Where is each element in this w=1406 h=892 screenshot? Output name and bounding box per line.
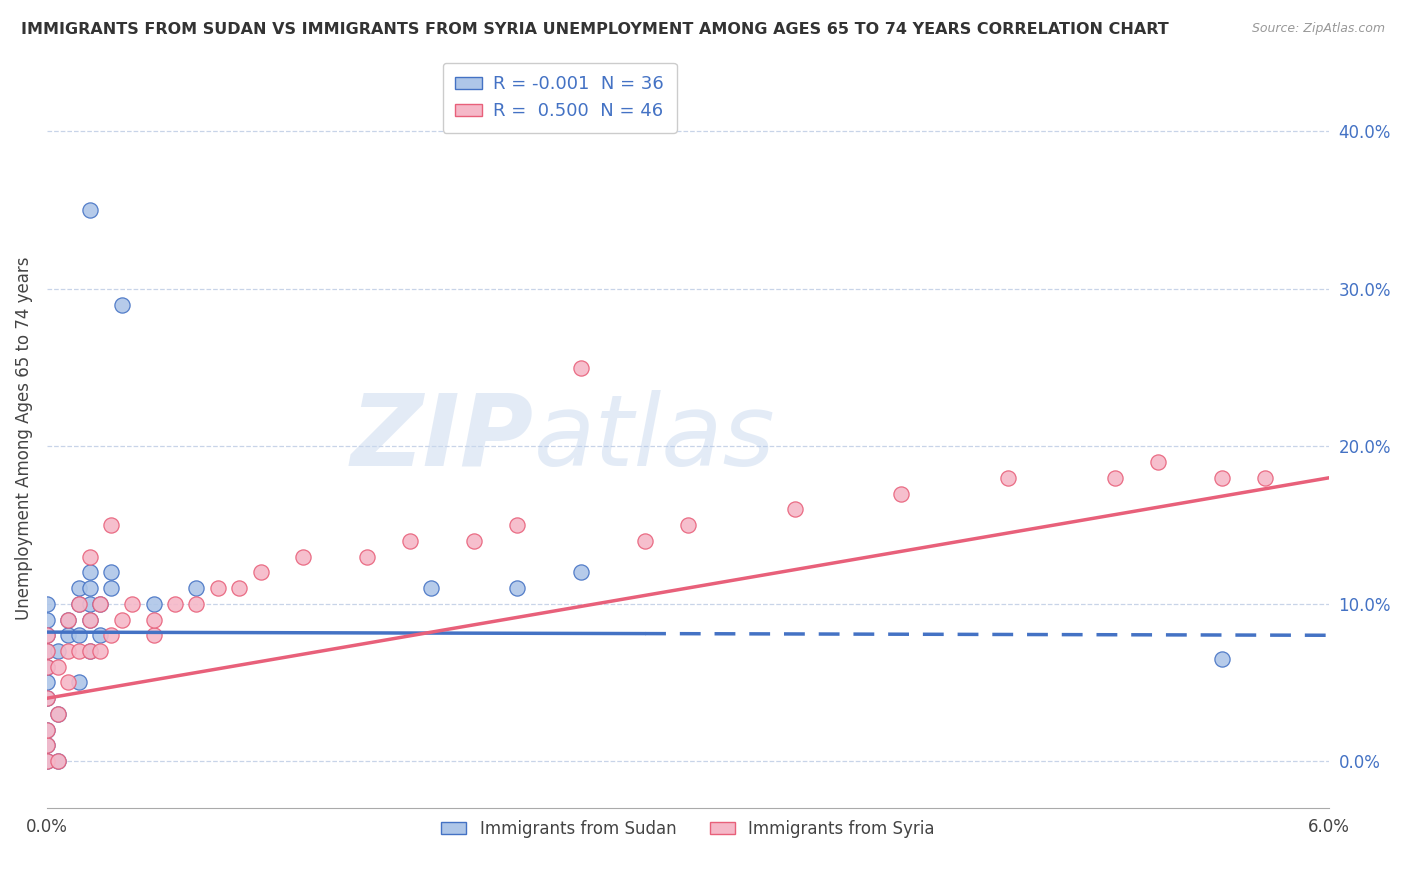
- Point: [506, 581, 529, 595]
- Point: [35, 754, 58, 768]
- Point: [46, 659, 69, 673]
- Point: [35, 613, 58, 627]
- Point: [79, 613, 101, 627]
- Point: [207, 581, 229, 595]
- Point: [186, 581, 208, 595]
- Point: [121, 597, 143, 611]
- Point: [35, 754, 58, 768]
- Point: [67, 581, 90, 595]
- Point: [89, 597, 111, 611]
- Point: [506, 518, 529, 533]
- Point: [35, 675, 58, 690]
- Point: [399, 533, 422, 548]
- Point: [46, 706, 69, 721]
- Point: [35, 628, 58, 642]
- Point: [89, 597, 111, 611]
- Point: [463, 533, 485, 548]
- Point: [79, 566, 101, 580]
- Point: [890, 486, 912, 500]
- Point: [79, 203, 101, 218]
- Point: [142, 628, 165, 642]
- Point: [67, 597, 90, 611]
- Point: [228, 581, 250, 595]
- Point: [100, 628, 122, 642]
- Point: [1147, 455, 1170, 469]
- Point: [186, 597, 208, 611]
- Point: [58, 644, 80, 658]
- Point: [58, 628, 80, 642]
- Text: atlas: atlas: [534, 390, 776, 487]
- Point: [35, 723, 58, 737]
- Point: [783, 502, 806, 516]
- Point: [46, 644, 69, 658]
- Point: [1211, 471, 1233, 485]
- Text: Source: ZipAtlas.com: Source: ZipAtlas.com: [1251, 22, 1385, 36]
- Point: [79, 613, 101, 627]
- Point: [35, 739, 58, 753]
- Text: ZIP: ZIP: [352, 390, 534, 487]
- Point: [46, 706, 69, 721]
- Point: [35, 739, 58, 753]
- Point: [249, 566, 271, 580]
- Point: [1211, 652, 1233, 666]
- Point: [100, 518, 122, 533]
- Point: [142, 613, 165, 627]
- Point: [46, 754, 69, 768]
- Point: [79, 581, 101, 595]
- Point: [569, 360, 592, 375]
- Point: [79, 597, 101, 611]
- Point: [35, 691, 58, 706]
- Point: [58, 675, 80, 690]
- Point: [46, 754, 69, 768]
- Text: IMMIGRANTS FROM SUDAN VS IMMIGRANTS FROM SYRIA UNEMPLOYMENT AMONG AGES 65 TO 74 : IMMIGRANTS FROM SUDAN VS IMMIGRANTS FROM…: [21, 22, 1168, 37]
- Point: [58, 613, 80, 627]
- Point: [676, 518, 699, 533]
- Point: [67, 628, 90, 642]
- Point: [89, 644, 111, 658]
- Point: [35, 659, 58, 673]
- Point: [997, 471, 1019, 485]
- Legend: Immigrants from Sudan, Immigrants from Syria: Immigrants from Sudan, Immigrants from S…: [434, 814, 941, 845]
- Point: [35, 644, 58, 658]
- Point: [79, 644, 101, 658]
- Point: [111, 298, 134, 312]
- Point: [569, 566, 592, 580]
- Point: [292, 549, 315, 564]
- Point: [634, 533, 657, 548]
- Point: [356, 549, 378, 564]
- Point: [100, 566, 122, 580]
- Y-axis label: Unemployment Among Ages 65 to 74 years: Unemployment Among Ages 65 to 74 years: [15, 257, 32, 620]
- Point: [35, 644, 58, 658]
- Point: [35, 691, 58, 706]
- Point: [111, 613, 134, 627]
- Point: [35, 659, 58, 673]
- Point: [142, 597, 165, 611]
- Point: [165, 597, 187, 611]
- Point: [58, 613, 80, 627]
- Point: [35, 628, 58, 642]
- Point: [1253, 471, 1275, 485]
- Point: [67, 597, 90, 611]
- Point: [79, 549, 101, 564]
- Point: [89, 628, 111, 642]
- Point: [67, 644, 90, 658]
- Point: [67, 675, 90, 690]
- Point: [35, 723, 58, 737]
- Point: [420, 581, 443, 595]
- Point: [1104, 471, 1126, 485]
- Point: [79, 644, 101, 658]
- Point: [35, 597, 58, 611]
- Point: [100, 581, 122, 595]
